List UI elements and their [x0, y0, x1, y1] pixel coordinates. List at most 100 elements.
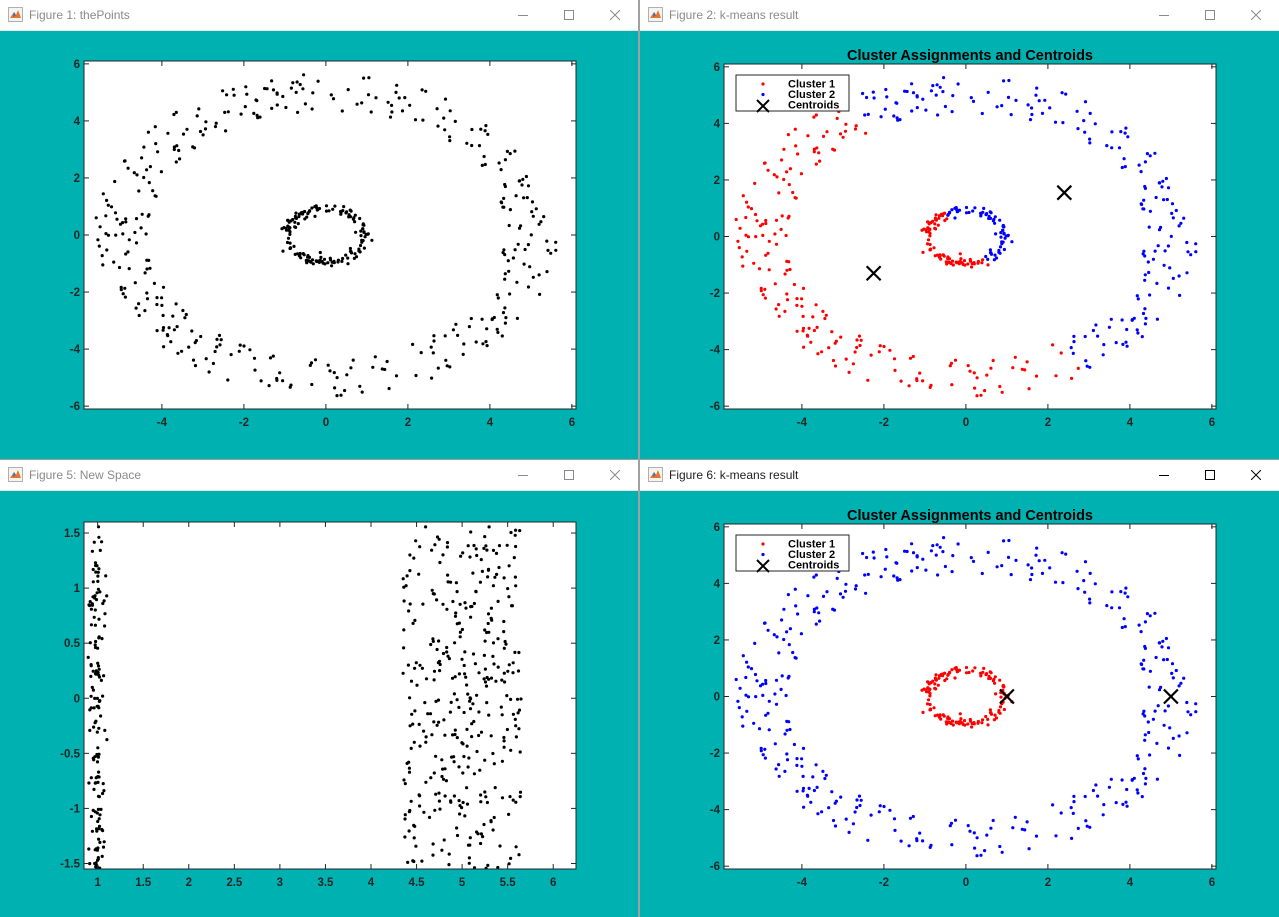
close-button[interactable]	[592, 460, 638, 490]
data-point	[458, 812, 462, 816]
cluster-1-point	[775, 175, 779, 179]
cluster-2-point	[777, 651, 781, 655]
data-point	[351, 217, 355, 221]
cluster-2-point	[910, 569, 914, 573]
data-point	[492, 662, 496, 666]
title-bar[interactable]: Figure 2: k-means result	[640, 0, 1279, 31]
data-point	[521, 177, 525, 181]
maximize-button[interactable]	[1187, 0, 1233, 30]
data-point	[483, 667, 487, 671]
data-point	[443, 334, 447, 338]
cluster-1-point	[962, 719, 967, 723]
maximize-button[interactable]	[1187, 460, 1233, 490]
scatter-plot[interactable]: Cluster Assignments and Centroids-4 -2 0 2 4…	[640, 0, 1279, 459]
close-button[interactable]	[592, 0, 638, 30]
cluster-2-point	[1117, 606, 1122, 610]
cluster-2-point	[759, 749, 763, 753]
data-point	[88, 728, 92, 732]
data-point	[407, 609, 411, 613]
data-point	[112, 260, 116, 264]
data-point	[475, 693, 479, 697]
data-point	[218, 343, 222, 347]
data-point	[407, 770, 412, 774]
cluster-2-point	[1145, 612, 1149, 616]
figure-window-1[interactable]: Figure 1: thePoints -4 -2 0 2 4 6 -6 -4 -2 0 2 4 6	[0, 0, 638, 459]
data-point	[449, 799, 453, 803]
data-point	[460, 806, 464, 810]
cluster-1-point	[929, 383, 933, 387]
data-point	[484, 544, 488, 548]
scatter-plot[interactable]: Cluster Assignments and Centroids-4 -2 0 2 4…	[640, 460, 1279, 917]
minimize-button[interactable]	[500, 0, 546, 30]
data-point	[471, 652, 476, 656]
data-point	[430, 376, 434, 380]
data-point	[184, 312, 188, 317]
data-point	[89, 664, 93, 668]
data-point	[114, 233, 118, 237]
cluster-2-point	[1082, 579, 1086, 583]
minimize-button[interactable]	[500, 460, 546, 490]
cluster-2-point	[1034, 834, 1039, 838]
data-point	[480, 317, 484, 321]
cluster-1-point	[763, 296, 767, 300]
data-point	[89, 776, 93, 780]
cluster-1-point	[926, 238, 931, 242]
y-tick-label: -4	[710, 805, 721, 817]
cluster-1-point	[853, 350, 857, 354]
cluster-2-point	[931, 84, 935, 88]
minimize-button[interactable]	[1141, 460, 1187, 490]
data-point	[296, 110, 300, 114]
title-bar[interactable]: Figure 6: k-means result	[640, 460, 1279, 491]
data-point	[94, 639, 98, 644]
title-bar[interactable]: Figure 5: New Space	[0, 460, 638, 491]
data-point	[432, 669, 437, 673]
data-point	[271, 88, 276, 92]
cluster-2-point	[935, 83, 939, 87]
figure-window-5[interactable]: Figure 5: New Space 1 1.5 2 2.5 3 3.5 4 4.5 5 5.5…	[0, 460, 638, 917]
cluster-1-point	[976, 721, 980, 725]
cluster-2-point	[1107, 785, 1111, 789]
title-bar[interactable]: Figure 1: thePoints	[0, 0, 638, 31]
cluster-2-point	[1001, 228, 1005, 232]
cluster-1-point	[1027, 387, 1031, 391]
cluster-2-point	[1166, 244, 1170, 248]
x-tick-label: 3.5	[317, 877, 334, 889]
maximize-button[interactable]	[546, 460, 592, 490]
data-point	[452, 760, 456, 764]
data-point	[123, 286, 127, 290]
data-point	[421, 602, 425, 606]
data-point	[523, 247, 527, 252]
data-point	[133, 281, 137, 285]
cluster-1-point	[975, 394, 979, 398]
data-point	[506, 669, 510, 673]
close-button[interactable]	[1233, 460, 1279, 490]
data-point	[502, 196, 506, 200]
cluster-2-point	[893, 828, 897, 832]
close-button[interactable]	[1233, 0, 1279, 30]
cluster-2-point	[1171, 216, 1175, 220]
cluster-2-point	[956, 82, 960, 86]
data-point	[424, 780, 428, 784]
cluster-1-point	[744, 215, 748, 220]
cluster-1-point	[927, 682, 931, 686]
maximize-button[interactable]	[546, 0, 592, 30]
cluster-2-point	[1076, 587, 1080, 591]
data-point	[160, 303, 164, 307]
data-point	[516, 711, 520, 715]
scatter-plot[interactable]: 1 1.5 2 2.5 3 3.5 4 4.5 5 5.5 6-1.5-1-0.500.511.5	[0, 460, 638, 917]
data-point	[224, 129, 228, 133]
minimize-button[interactable]	[1141, 0, 1187, 30]
figure-window-6[interactable]: Figure 6: k-means result Cluster Assignm…	[640, 460, 1279, 917]
cluster-2-point	[1109, 777, 1113, 781]
cluster-2-point	[1043, 558, 1047, 562]
cluster-1-point	[933, 682, 937, 686]
cluster-2-point	[1060, 551, 1064, 555]
cluster-1-point	[948, 721, 952, 725]
x-tick-label: 4.5	[409, 877, 426, 889]
data-point	[470, 127, 474, 132]
x-tick-label: 0	[963, 877, 969, 889]
figure-window-2[interactable]: Figure 2: k-means result Cluster Assignm…	[640, 0, 1279, 459]
